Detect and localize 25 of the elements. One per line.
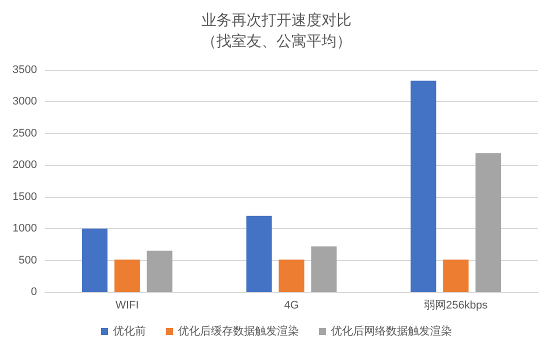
bar bbox=[410, 80, 436, 292]
bar bbox=[146, 250, 172, 292]
bar bbox=[443, 260, 469, 292]
x-tick-label: 4G bbox=[284, 300, 299, 312]
y-tick-label: 3500 bbox=[12, 64, 37, 76]
bar bbox=[82, 228, 108, 292]
bar bbox=[311, 246, 337, 292]
y-tick-label: 3000 bbox=[12, 96, 37, 108]
x-tick-label: 弱网256kbps bbox=[424, 300, 488, 312]
bar bbox=[475, 153, 502, 292]
y-tick-label: 1500 bbox=[12, 190, 37, 203]
chart-subtitle: （找室友、公寓平均） bbox=[202, 33, 352, 50]
y-tick-label: 2000 bbox=[12, 159, 37, 172]
legend-label: 优化前 bbox=[113, 326, 146, 338]
chart-title: 业务再次打开速度对比 bbox=[202, 12, 352, 29]
bar bbox=[246, 216, 272, 292]
x-tick-label: WIFI bbox=[116, 300, 139, 312]
y-tick-label: 500 bbox=[18, 254, 37, 266]
legend-label: 优化后网络数据触发渲染 bbox=[331, 324, 452, 338]
bar bbox=[114, 260, 140, 292]
y-tick-label: 0 bbox=[30, 286, 37, 298]
y-tick-label: 1000 bbox=[12, 222, 37, 235]
bar bbox=[278, 260, 304, 292]
y-tick-label: 2500 bbox=[12, 127, 37, 140]
legend-label: 优化后缓存数据触发渲染 bbox=[178, 324, 299, 338]
